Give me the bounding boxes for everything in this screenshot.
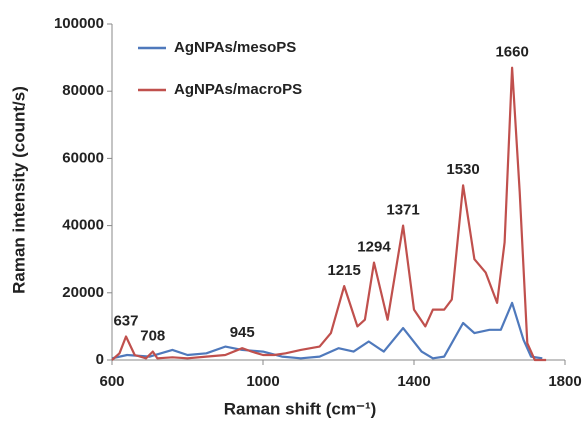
peak-label: 708 [140,328,165,345]
y-tick-label: 0 [96,351,104,368]
y-tick-label: 100000 [54,15,104,32]
peak-label: 1371 [386,202,419,219]
y-tick-label: 60000 [62,149,104,166]
y-tick-label: 20000 [62,284,104,301]
legend-label: AgNPAs/mesoPS [174,39,296,56]
peak-label: 1215 [327,262,360,279]
y-axis-label: Raman intensity (count/s) [9,86,28,294]
peak-label: 637 [113,312,138,329]
y-tick-label: 80000 [62,82,104,99]
series-line [111,66,547,362]
peak-label: 945 [230,324,255,341]
peak-label: 1294 [357,239,391,256]
x-tick-label: 600 [99,373,124,390]
x-tick-label: 1000 [246,373,279,390]
x-tick-label: 1400 [397,373,430,390]
x-tick-label: 1800 [548,373,581,390]
y-tick-label: 40000 [62,217,104,234]
x-axis-label: Raman shift (cm⁻¹) [224,399,377,418]
series-line [111,301,543,360]
peak-label: 1660 [495,44,528,61]
peak-label: 1530 [446,161,479,178]
legend-label: AgNPAs/macroPS [174,81,302,98]
